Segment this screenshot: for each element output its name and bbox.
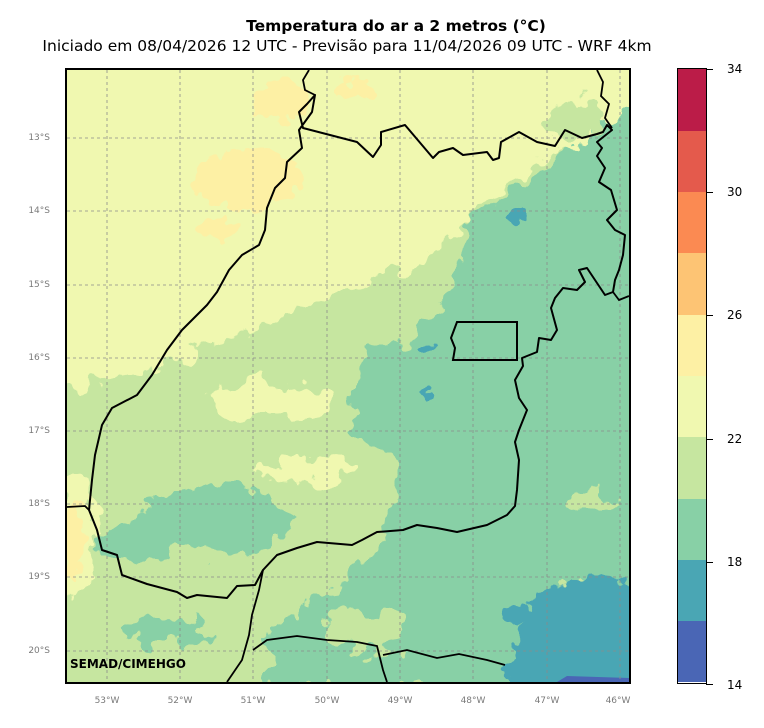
colorbar-label-26: 26 (727, 308, 743, 322)
lon-label-46w: 46°W (605, 696, 631, 706)
colorbar-segment (678, 620, 706, 683)
graticule (67, 70, 629, 682)
map-subtitle: Iniciado em 08/04/2026 12 UTC - Previsão… (42, 37, 652, 55)
lat-label-18s: 18°S (28, 499, 50, 509)
colorbar-label-14: 14 (727, 678, 743, 692)
colorbar-label-22: 22 (727, 432, 743, 446)
colorbar-segment (678, 252, 706, 315)
border-east-bahia (596, 70, 629, 302)
lon-label-51w: 51°W (240, 696, 266, 706)
colorbar-tick (706, 562, 713, 563)
federal-district-border (449, 321, 518, 361)
lon-label-53w: 53°W (94, 696, 120, 706)
border-southwest-ms (67, 505, 90, 511)
colorbar (677, 68, 707, 684)
colorbar-tick (706, 439, 713, 440)
lon-label-52w: 52°W (167, 696, 193, 706)
colorbar-segment (678, 559, 706, 622)
colorbar-segment (678, 191, 706, 254)
temp-band-24-26 (67, 80, 377, 580)
lon-label-48w: 48°W (460, 696, 486, 706)
lat-label-13s: 13°S (28, 133, 50, 143)
lat-label-17s: 17°S (28, 426, 50, 436)
colorbar-segment (678, 314, 706, 376)
colorbar-label-30: 30 (727, 185, 743, 199)
lon-label-49w: 49°W (387, 696, 413, 706)
temp-band-16-18 (423, 209, 629, 682)
lon-label-50w: 50°W (314, 696, 340, 706)
border-north-tocantins (302, 70, 316, 96)
map-panel (65, 68, 631, 684)
colorbar-label-18: 18 (727, 555, 743, 569)
lon-label-47w: 47°W (534, 696, 560, 706)
colorbar-segment (678, 436, 706, 499)
temperature-map (67, 70, 629, 682)
colorbar-segment (678, 498, 706, 560)
map-title: Temperatura do ar a 2 metros (°C) (246, 17, 546, 35)
lat-label-15s: 15°S (28, 280, 50, 290)
colorbar-tick (706, 192, 713, 193)
colorbar-label-34: 34 (727, 62, 743, 76)
lat-label-20s: 20°S (28, 646, 50, 656)
colorbar-tick (706, 684, 713, 685)
border-south-mg (226, 569, 506, 682)
lat-label-14s: 14°S (28, 206, 50, 216)
colorbar-tick (706, 315, 713, 316)
colorbar-segment (678, 130, 706, 193)
lat-label-16s: 16°S (28, 353, 50, 363)
lat-label-19s: 19°S (28, 572, 50, 582)
colorbar-segment (678, 69, 706, 131)
state-border-goias (88, 94, 626, 599)
colorbar-tick (706, 69, 713, 70)
colorbar-segment (678, 375, 706, 438)
credit-label: SEMAD/CIMEHGO (70, 657, 186, 671)
